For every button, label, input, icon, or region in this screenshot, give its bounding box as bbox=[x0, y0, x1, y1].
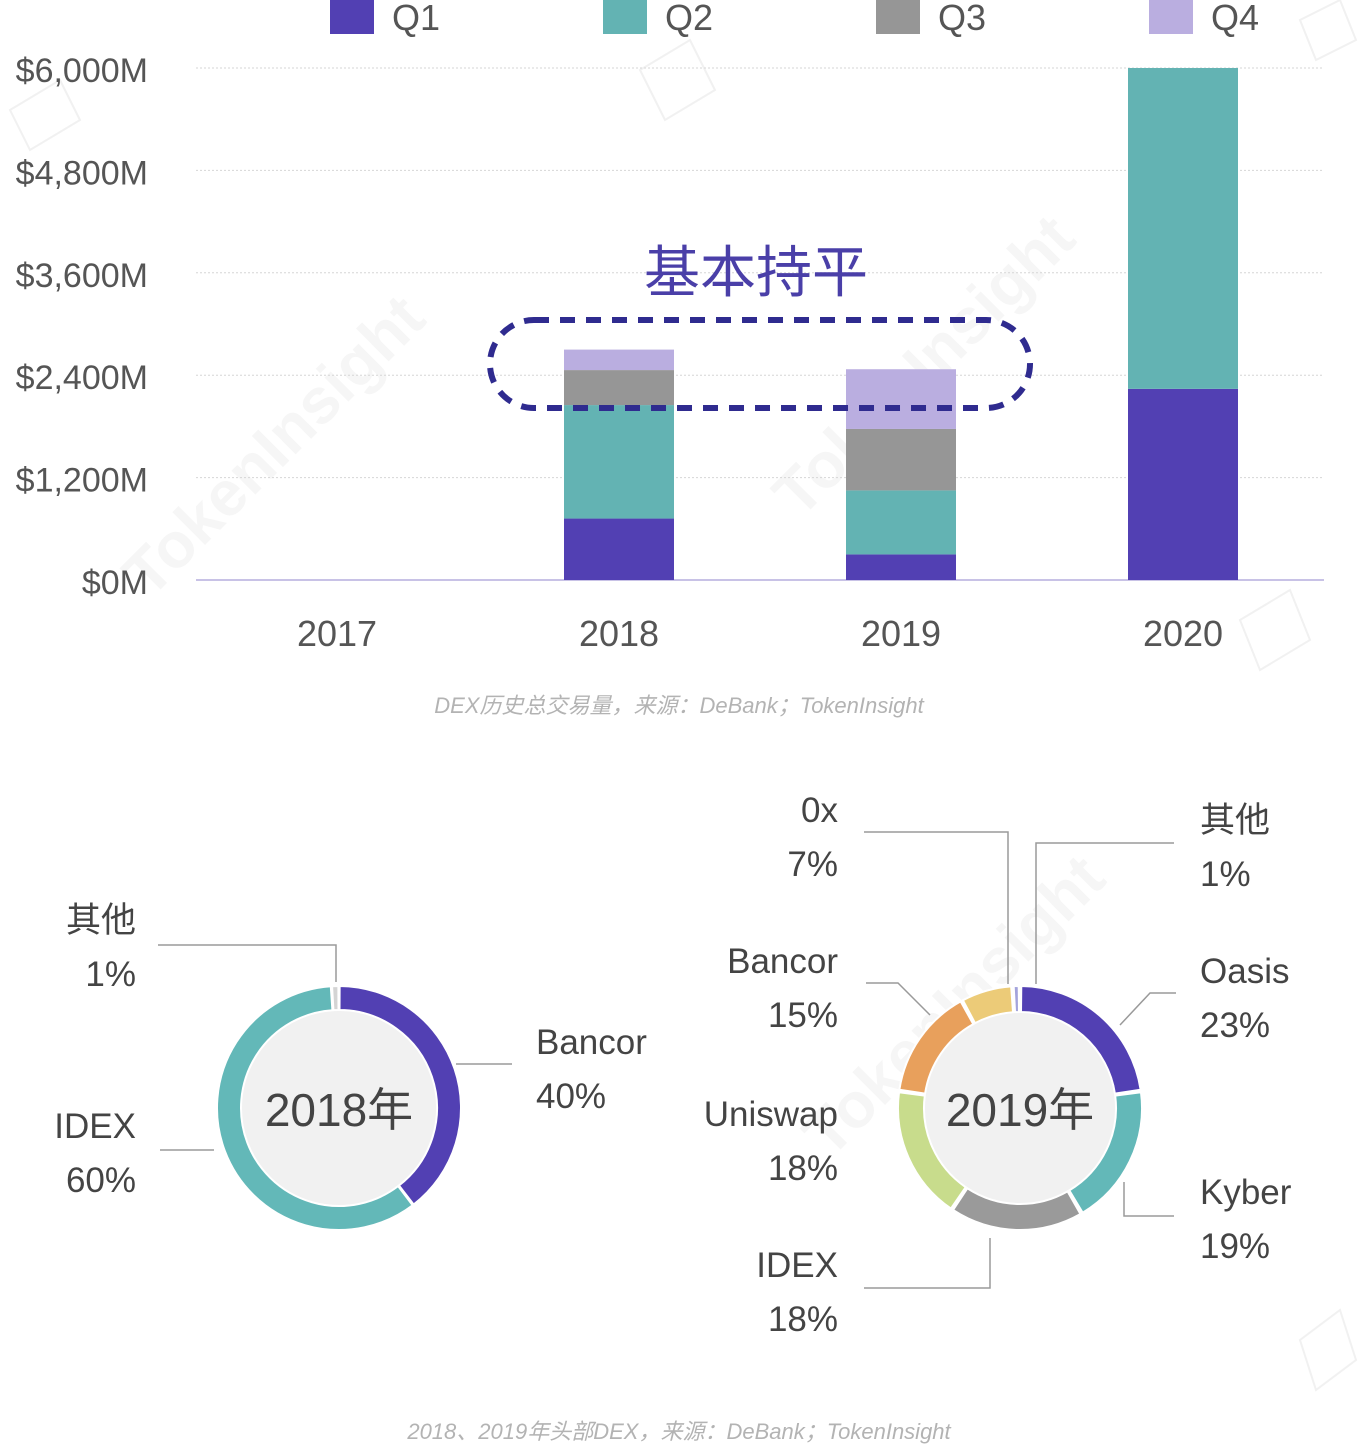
bar-2019-q1 bbox=[846, 554, 956, 580]
slice-label-kyber: Kyber bbox=[1200, 1173, 1292, 1212]
annotation-dashed-outline bbox=[487, 317, 1033, 411]
y-tick-label: $1,200M bbox=[16, 462, 148, 500]
slice-pct-idex: 60% bbox=[66, 1161, 136, 1200]
bar-2019-q2 bbox=[846, 490, 956, 555]
x-tick-label: 2020 bbox=[1143, 613, 1223, 654]
slice-label-其他: 其他 bbox=[66, 901, 136, 940]
slice-pct-bancor: 40% bbox=[536, 1077, 606, 1116]
leader-line bbox=[1123, 1182, 1174, 1217]
slice-label-idex: IDEX bbox=[756, 1246, 838, 1285]
caption-bottom: 2018、2019年头部DEX，来源：DeBank；TokenInsight bbox=[407, 1419, 951, 1444]
y-tick-label: $0M bbox=[82, 564, 148, 602]
donut-center-fill bbox=[241, 1010, 437, 1206]
y-tick-label: $2,400M bbox=[16, 359, 148, 397]
donut-center-label: 2019年 bbox=[946, 1084, 1094, 1136]
leader-line bbox=[864, 831, 1009, 984]
slice-label-uniswap: Uniswap bbox=[704, 1095, 838, 1134]
bar-2019-q4 bbox=[846, 369, 956, 429]
bar-marks bbox=[564, 68, 1238, 580]
bar-2019-q3 bbox=[846, 428, 956, 491]
donut-slice-0x bbox=[961, 985, 1015, 1025]
slice-pct-idex: 18% bbox=[768, 1300, 838, 1339]
slice-pct-oasis: 23% bbox=[1200, 1006, 1270, 1045]
slice-pct-kyber: 19% bbox=[1200, 1227, 1270, 1266]
y-tick-label: $4,800M bbox=[16, 154, 148, 192]
bar-2018-q3 bbox=[564, 370, 674, 406]
x-tick-label: 2019 bbox=[861, 613, 941, 654]
donut-slice-bancor bbox=[898, 1000, 975, 1095]
legend-label-q2: Q2 bbox=[665, 0, 713, 38]
slice-pct-其他: 1% bbox=[85, 955, 136, 994]
donut-slice-uniswap bbox=[897, 1091, 968, 1210]
bar-2020-q2 bbox=[1128, 68, 1238, 389]
annotation-text: 基本持平 bbox=[644, 241, 868, 304]
chart-legend: Q1 Q2 Q3 Q4 bbox=[330, 0, 1259, 38]
donut-center-fill bbox=[924, 1012, 1116, 1204]
bar-x-axis: 2017 2018 2019 2020 bbox=[297, 613, 1223, 654]
donut-labels: 其他 1% IDEX 60% Bancor 40% 0x 7% 其他 1% Bancor 15% Oas… bbox=[54, 791, 1291, 1339]
watermark-marks bbox=[8, 0, 1358, 1392]
bar-y-axis: $0M $1,200M $2,400M $3,600M $4,800M $6,000M bbox=[16, 52, 148, 602]
donut-slice-其他 bbox=[330, 984, 340, 1012]
donut-chart-2019: 2019年 bbox=[897, 984, 1143, 1231]
leader-line bbox=[864, 1238, 991, 1289]
slice-pct-其他: 1% bbox=[1200, 855, 1251, 894]
slice-pct-uniswap: 18% bbox=[768, 1149, 838, 1188]
donut-leader-lines bbox=[158, 831, 1176, 1289]
donut-center-label: 2018年 bbox=[265, 1084, 413, 1136]
legend-label-q4: Q4 bbox=[1211, 0, 1259, 38]
legend-label-q1: Q1 bbox=[392, 0, 440, 38]
donut-slice-bancor bbox=[338, 984, 462, 1206]
caption-top: DEX历史总交易量，来源：DeBank；TokenInsight bbox=[434, 693, 924, 718]
slice-label-idex: IDEX bbox=[54, 1107, 136, 1146]
donut-slice-其他 bbox=[1012, 984, 1021, 1014]
legend-swatch-q2 bbox=[603, 0, 647, 34]
x-tick-label: 2018 bbox=[579, 613, 659, 654]
donut-slice-idex bbox=[951, 1186, 1082, 1231]
slice-label-bancor: Bancor bbox=[727, 942, 838, 981]
slice-label-其他: 其他 bbox=[1200, 801, 1270, 840]
legend-swatch-q4 bbox=[1149, 0, 1193, 34]
slice-pct-0x: 7% bbox=[787, 845, 838, 884]
bar-2020-q1 bbox=[1128, 388, 1238, 580]
x-tick-label: 2017 bbox=[297, 613, 377, 654]
legend-label-q3: Q3 bbox=[938, 0, 986, 38]
slice-pct-bancor: 15% bbox=[768, 996, 838, 1035]
slice-label-oasis: Oasis bbox=[1200, 952, 1289, 991]
legend-swatch-q3 bbox=[876, 0, 920, 34]
bar-2018-q2 bbox=[564, 405, 674, 519]
leader-line bbox=[1035, 842, 1174, 984]
bar-2018-q1 bbox=[564, 518, 674, 580]
y-tick-label: $6,000M bbox=[16, 52, 148, 90]
leader-line bbox=[866, 982, 931, 1016]
leader-line bbox=[158, 944, 337, 982]
donut-chart-2018: 2018年 bbox=[216, 984, 462, 1231]
leader-line bbox=[1119, 992, 1176, 1026]
slice-label-bancor: Bancor bbox=[536, 1023, 647, 1062]
donut-slice-idex bbox=[216, 985, 415, 1231]
slice-label-0x: 0x bbox=[801, 791, 838, 830]
bar-2018-q4 bbox=[564, 349, 674, 371]
legend-swatch-q1 bbox=[330, 0, 374, 34]
donut-slice-kyber bbox=[1067, 1091, 1143, 1215]
donut-slice-oasis bbox=[1019, 984, 1142, 1095]
y-tick-label: $3,600M bbox=[16, 257, 148, 295]
watermark-text: TokenInsight bbox=[109, 281, 438, 610]
